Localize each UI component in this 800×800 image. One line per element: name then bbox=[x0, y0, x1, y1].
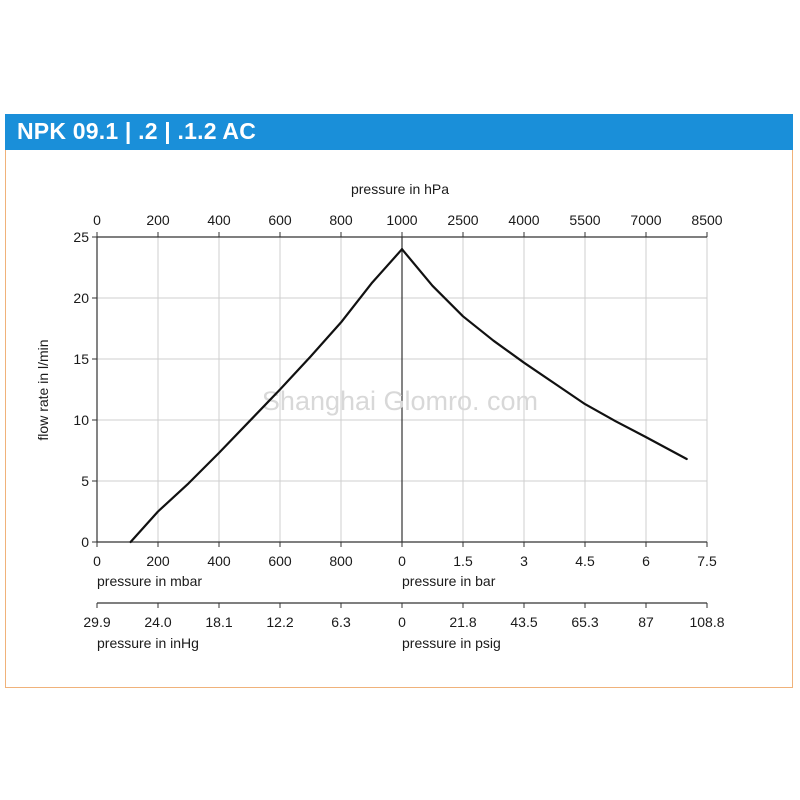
inhg-tick-label: 24.0 bbox=[144, 614, 171, 630]
top-tick-label: 4000 bbox=[508, 212, 539, 228]
top-tick-label: 600 bbox=[268, 212, 292, 228]
axes bbox=[92, 232, 708, 608]
psig-tick-label: 43.5 bbox=[510, 614, 537, 630]
mbar-tick-label: 800 bbox=[329, 553, 353, 569]
y-tick-label: 10 bbox=[73, 412, 89, 428]
series-line-pressure bbox=[400, 248, 688, 461]
y-axis-label: flow rate in l/min bbox=[35, 339, 51, 440]
mbar-tick-label: 200 bbox=[146, 553, 170, 569]
inhg-tick-label: 6.3 bbox=[331, 614, 351, 630]
mbar-tick-label: 0 bbox=[93, 553, 101, 569]
inhg-axis-label: pressure in inHg bbox=[97, 635, 199, 651]
bar-tick-label: 7.5 bbox=[697, 553, 717, 569]
mbar-tick-label: 400 bbox=[207, 553, 231, 569]
watermark: Shanghai Glomro. com bbox=[262, 386, 538, 416]
top-axis-label: pressure in hPa bbox=[351, 181, 449, 197]
psig-tick-label: 65.3 bbox=[571, 614, 598, 630]
top-tick-label: 2500 bbox=[447, 212, 478, 228]
top-tick-label: 400 bbox=[207, 212, 231, 228]
inhg-tick-label: 12.2 bbox=[266, 614, 293, 630]
series bbox=[129, 248, 688, 544]
mbar-tick-label: 0 bbox=[398, 553, 406, 569]
top-tick-label: 0 bbox=[93, 212, 101, 228]
title-bar: NPK 09.1 | .2 | .1.2 AC bbox=[5, 114, 793, 150]
psig-tick-label: 108.8 bbox=[689, 614, 724, 630]
top-tick-label: 200 bbox=[146, 212, 170, 228]
bar-tick-label: 4.5 bbox=[575, 553, 595, 569]
mbar-tick-label: 600 bbox=[268, 553, 292, 569]
top-tick-label: 1000 bbox=[386, 212, 417, 228]
top-tick-label: 800 bbox=[329, 212, 353, 228]
y-tick-label: 15 bbox=[73, 351, 89, 367]
y-tick-label: 20 bbox=[73, 290, 89, 306]
bar-axis-label: pressure in bar bbox=[402, 573, 496, 589]
bar-tick-label: 3 bbox=[520, 553, 528, 569]
bar-tick-label: 6 bbox=[642, 553, 650, 569]
top-tick-label: 5500 bbox=[569, 212, 600, 228]
top-tick-label: 8500 bbox=[691, 212, 722, 228]
psig-tick-label: 21.8 bbox=[449, 614, 476, 630]
y-tick-label: 5 bbox=[81, 473, 89, 489]
y-tick-label: 0 bbox=[81, 534, 89, 550]
inhg-tick-label: 18.1 bbox=[205, 614, 232, 630]
inhg-tick-label: 0 bbox=[398, 614, 406, 630]
psig-tick-label: 87 bbox=[638, 614, 654, 630]
psig-axis-label: pressure in psig bbox=[402, 635, 501, 651]
bar-tick-label: 1.5 bbox=[453, 553, 473, 569]
chart-title: NPK 09.1 | .2 | .1.2 AC bbox=[17, 118, 257, 144]
inhg-tick-label: 29.9 bbox=[83, 614, 110, 630]
series-line-vacuum bbox=[129, 248, 404, 544]
mbar-axis-label: pressure in mbar bbox=[97, 573, 202, 589]
top-tick-label: 7000 bbox=[630, 212, 661, 228]
y-tick-label: 25 bbox=[73, 229, 89, 245]
